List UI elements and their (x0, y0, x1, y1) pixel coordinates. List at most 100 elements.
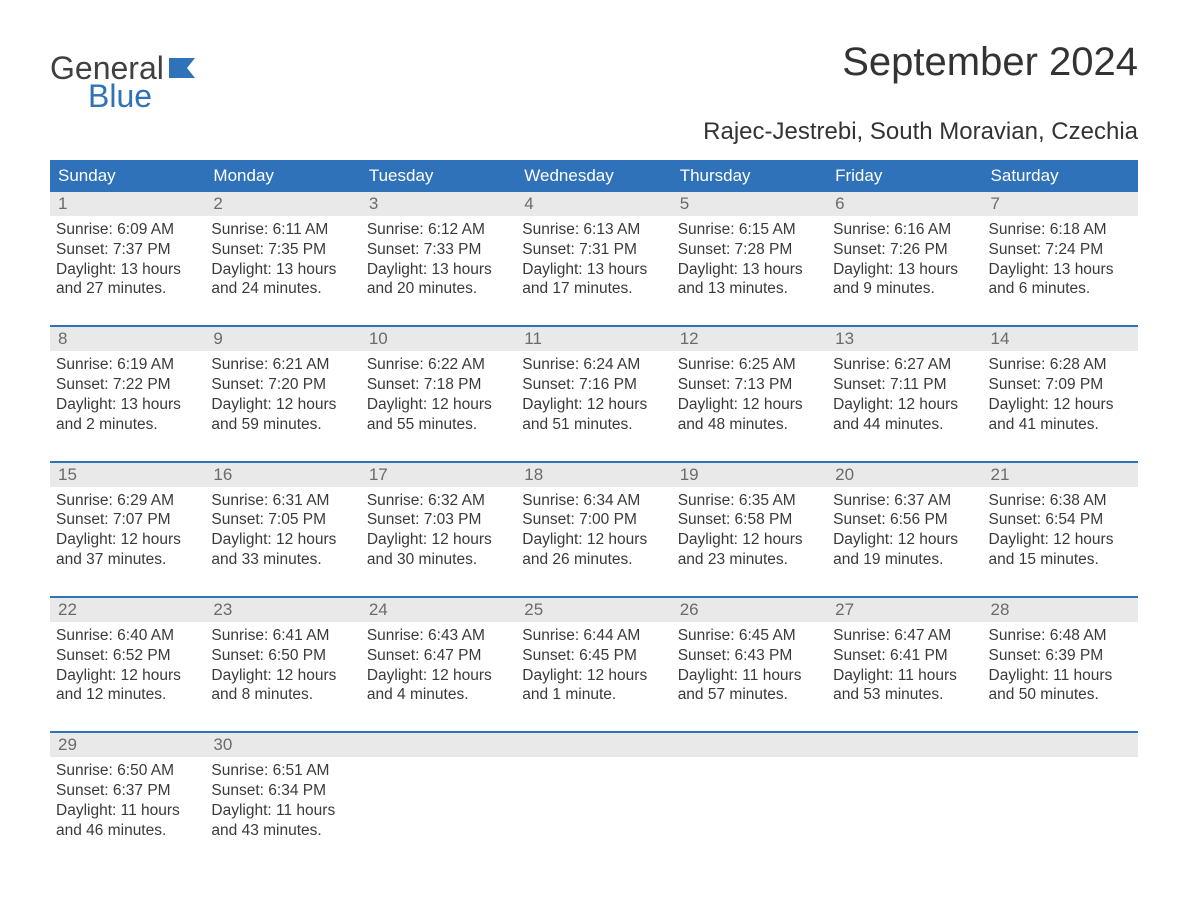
sunrise-text: Sunrise: 6:11 AM (211, 220, 354, 240)
dl1-text: Daylight: 11 hours (678, 666, 821, 686)
sunset-text: Sunset: 7:18 PM (367, 375, 510, 395)
dl1-text: Daylight: 13 hours (989, 260, 1132, 280)
day-details: Sunrise: 6:19 AMSunset: 7:22 PMDaylight:… (56, 355, 199, 434)
sunset-text: Sunset: 7:00 PM (522, 510, 665, 530)
day-details: Sunrise: 6:41 AMSunset: 6:50 PMDaylight:… (211, 626, 354, 705)
calendar-cell (672, 733, 827, 844)
dl2-text: and 15 minutes. (989, 550, 1132, 570)
location-subtitle: Rajec-Jestrebi, South Moravian, Czechia (50, 118, 1138, 146)
calendar-cell: 5Sunrise: 6:15 AMSunset: 7:28 PMDaylight… (672, 192, 827, 303)
day-header: Sunday (50, 160, 205, 192)
calendar-cell: 27Sunrise: 6:47 AMSunset: 6:41 PMDayligh… (827, 598, 982, 709)
dl1-text: Daylight: 12 hours (678, 395, 821, 415)
dl2-text: and 55 minutes. (367, 415, 510, 435)
sunset-text: Sunset: 7:22 PM (56, 375, 199, 395)
dl1-text: Daylight: 12 hours (522, 666, 665, 686)
sunrise-text: Sunrise: 6:16 AM (833, 220, 976, 240)
day-details: Sunrise: 6:16 AMSunset: 7:26 PMDaylight:… (833, 220, 976, 299)
day-number: 5 (672, 192, 827, 216)
day-number: 8 (50, 327, 205, 351)
dl1-text: Daylight: 12 hours (989, 530, 1132, 550)
day-header: Saturday (983, 160, 1138, 192)
day-details: Sunrise: 6:50 AMSunset: 6:37 PMDaylight:… (56, 761, 199, 840)
sunrise-text: Sunrise: 6:12 AM (367, 220, 510, 240)
calendar-cell: 23 Sunrise: 6:41 AMSunset: 6:50 PMDayligh… (205, 598, 360, 709)
day-number (516, 733, 671, 757)
day-details: Sunrise: 6:44 AMSunset: 6:45 PMDaylight:… (522, 626, 665, 705)
day-number: 14 (983, 327, 1138, 351)
sunrise-text: Sunrise: 6:44 AM (522, 626, 665, 646)
sunrise-text: Sunrise: 6:50 AM (56, 761, 199, 781)
day-details: Sunrise: 6:18 AMSunset: 7:24 PMDaylight:… (989, 220, 1132, 299)
day-details: Sunrise: 6:12 AMSunset: 7:33 PMDaylight:… (367, 220, 510, 299)
dl2-text: and 13 minutes. (678, 279, 821, 299)
dl1-text: Daylight: 11 hours (833, 666, 976, 686)
day-details: Sunrise: 6:27 AMSunset: 7:11 PMDaylight:… (833, 355, 976, 434)
sunset-text: Sunset: 6:34 PM (211, 781, 354, 801)
day-number: 10 (361, 327, 516, 351)
sunrise-text: Sunrise: 6:32 AM (367, 491, 510, 511)
day-number (827, 733, 982, 757)
calendar-cell (983, 733, 1138, 844)
sunrise-text: Sunrise: 6:43 AM (367, 626, 510, 646)
sunset-text: Sunset: 7:37 PM (56, 240, 199, 260)
dl2-text: and 2 minutes. (56, 415, 199, 435)
day-number: 28 (983, 598, 1138, 622)
calendar-cell: 18 Sunrise: 6:34 AMSunset: 7:00 PMDayligh… (516, 463, 671, 574)
sunrise-text: Sunrise: 6:48 AM (989, 626, 1132, 646)
day-number: 19 (672, 463, 827, 487)
calendar-cell: 10Sunrise: 6:22 AMSunset: 7:18 PMDayligh… (361, 327, 516, 438)
day-number: 23 (205, 598, 360, 622)
day-details: Sunrise: 6:32 AMSunset: 7:03 PMDaylight:… (367, 491, 510, 570)
dl2-text: and 57 minutes. (678, 685, 821, 705)
dl1-text: Daylight: 12 hours (56, 666, 199, 686)
day-header-row: Sunday Monday Tuesday Wednesday Thursday… (50, 160, 1138, 192)
sunrise-text: Sunrise: 6:15 AM (678, 220, 821, 240)
day-header: Monday (205, 160, 360, 192)
dl1-text: Daylight: 13 hours (367, 260, 510, 280)
dl2-text: and 59 minutes. (211, 415, 354, 435)
dl2-text: and 9 minutes. (833, 279, 976, 299)
dl2-text: and 6 minutes. (989, 279, 1132, 299)
day-number: 26 (672, 598, 827, 622)
sunset-text: Sunset: 7:35 PM (211, 240, 354, 260)
day-number: 25 (516, 598, 671, 622)
logo: General Blue (50, 52, 195, 112)
day-details: Sunrise: 6:11 AMSunset: 7:35 PMDaylight:… (211, 220, 354, 299)
sunrise-text: Sunrise: 6:45 AM (678, 626, 821, 646)
calendar-cell: 19 Sunrise: 6:35 AMSunset: 6:58 PMDayligh… (672, 463, 827, 574)
day-number: 29 (50, 733, 205, 757)
sunrise-text: Sunrise: 6:19 AM (56, 355, 199, 375)
day-number: 1 (50, 192, 205, 216)
day-details: Sunrise: 6:35 AMSunset: 6:58 PMDaylight:… (678, 491, 821, 570)
day-number: 3 (361, 192, 516, 216)
calendar-cell: 8 Sunrise: 6:19 AMSunset: 7:22 PMDaylight… (50, 327, 205, 438)
day-number: 18 (516, 463, 671, 487)
sunset-text: Sunset: 7:26 PM (833, 240, 976, 260)
day-number: 24 (361, 598, 516, 622)
dl1-text: Daylight: 11 hours (211, 801, 354, 821)
sunrise-text: Sunrise: 6:34 AM (522, 491, 665, 511)
sunset-text: Sunset: 6:45 PM (522, 646, 665, 666)
day-details: Sunrise: 6:48 AMSunset: 6:39 PMDaylight:… (989, 626, 1132, 705)
calendar-week: 15Sunrise: 6:29 AMSunset: 7:07 PMDayligh… (50, 461, 1138, 574)
sunset-text: Sunset: 7:20 PM (211, 375, 354, 395)
day-number: 6 (827, 192, 982, 216)
dl2-text: and 53 minutes. (833, 685, 976, 705)
day-details: Sunrise: 6:47 AMSunset: 6:41 PMDaylight:… (833, 626, 976, 705)
dl1-text: Daylight: 12 hours (833, 530, 976, 550)
calendar-week: 29 Sunrise: 6:50 AMSunset: 6:37 PMDayligh… (50, 731, 1138, 844)
sunset-text: Sunset: 6:41 PM (833, 646, 976, 666)
day-number: 20 (827, 463, 982, 487)
sunrise-text: Sunrise: 6:37 AM (833, 491, 976, 511)
day-header: Tuesday (361, 160, 516, 192)
dl2-text: and 41 minutes. (989, 415, 1132, 435)
dl1-text: Daylight: 12 hours (56, 530, 199, 550)
sunset-text: Sunset: 6:39 PM (989, 646, 1132, 666)
dl1-text: Daylight: 12 hours (522, 530, 665, 550)
calendar-cell: 7Sunrise: 6:18 AMSunset: 7:24 PMDaylight… (983, 192, 1138, 303)
sunset-text: Sunset: 7:03 PM (367, 510, 510, 530)
dl2-text: and 24 minutes. (211, 279, 354, 299)
day-number (983, 733, 1138, 757)
calendar-cell: 21Sunrise: 6:38 AMSunset: 6:54 PMDayligh… (983, 463, 1138, 574)
